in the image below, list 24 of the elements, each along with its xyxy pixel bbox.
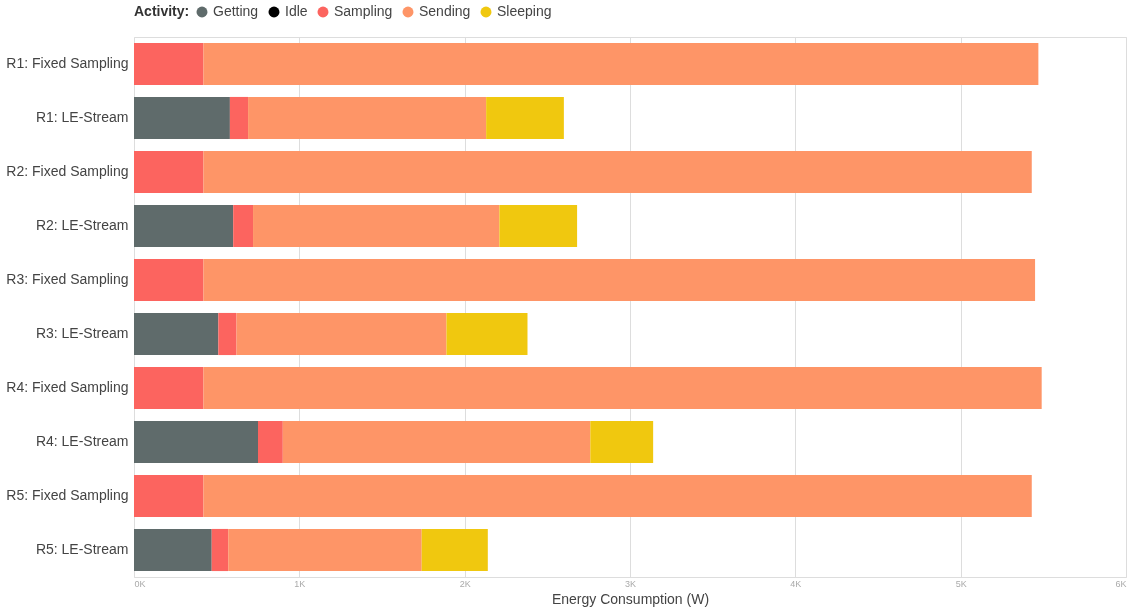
y-tick-label: R5: Fixed Sampling — [6, 487, 129, 503]
y-tick-label: R4: LE-Stream — [35, 433, 129, 449]
x-tick-label: 4K — [790, 578, 802, 589]
legend-label: Sleeping — [497, 3, 552, 19]
legend-label: Getting — [213, 3, 259, 19]
y-tick-label: R2: LE-Stream — [35, 217, 129, 233]
y-tick-label: R4: Fixed Sampling — [6, 379, 129, 395]
legend-label: Sampling — [334, 3, 393, 19]
x-tick-label: 1K — [294, 578, 306, 589]
y-tick-label: R3: Fixed Sampling — [6, 271, 129, 287]
x-axis-title: Energy Consumption (W) — [551, 590, 710, 607]
legend-label: Sending — [419, 3, 471, 19]
x-tick-label: 5K — [955, 578, 967, 589]
y-tick-label: R1: LE-Stream — [35, 109, 129, 125]
y-tick-label: R2: Fixed Sampling — [6, 163, 129, 179]
y-tick-label: R1: Fixed Sampling — [6, 55, 129, 71]
legend-title: Activity: — [134, 3, 190, 19]
y-tick-label: R3: LE-Stream — [35, 325, 129, 341]
x-tick-label: 3K — [624, 578, 637, 589]
x-tick-label: 2K — [459, 578, 471, 589]
x-tick-label: 6K — [1115, 578, 1127, 589]
legend-label: Idle — [285, 3, 308, 19]
x-tick-label: 0K — [134, 578, 146, 589]
y-tick-label: R5: LE-Stream — [35, 541, 129, 557]
